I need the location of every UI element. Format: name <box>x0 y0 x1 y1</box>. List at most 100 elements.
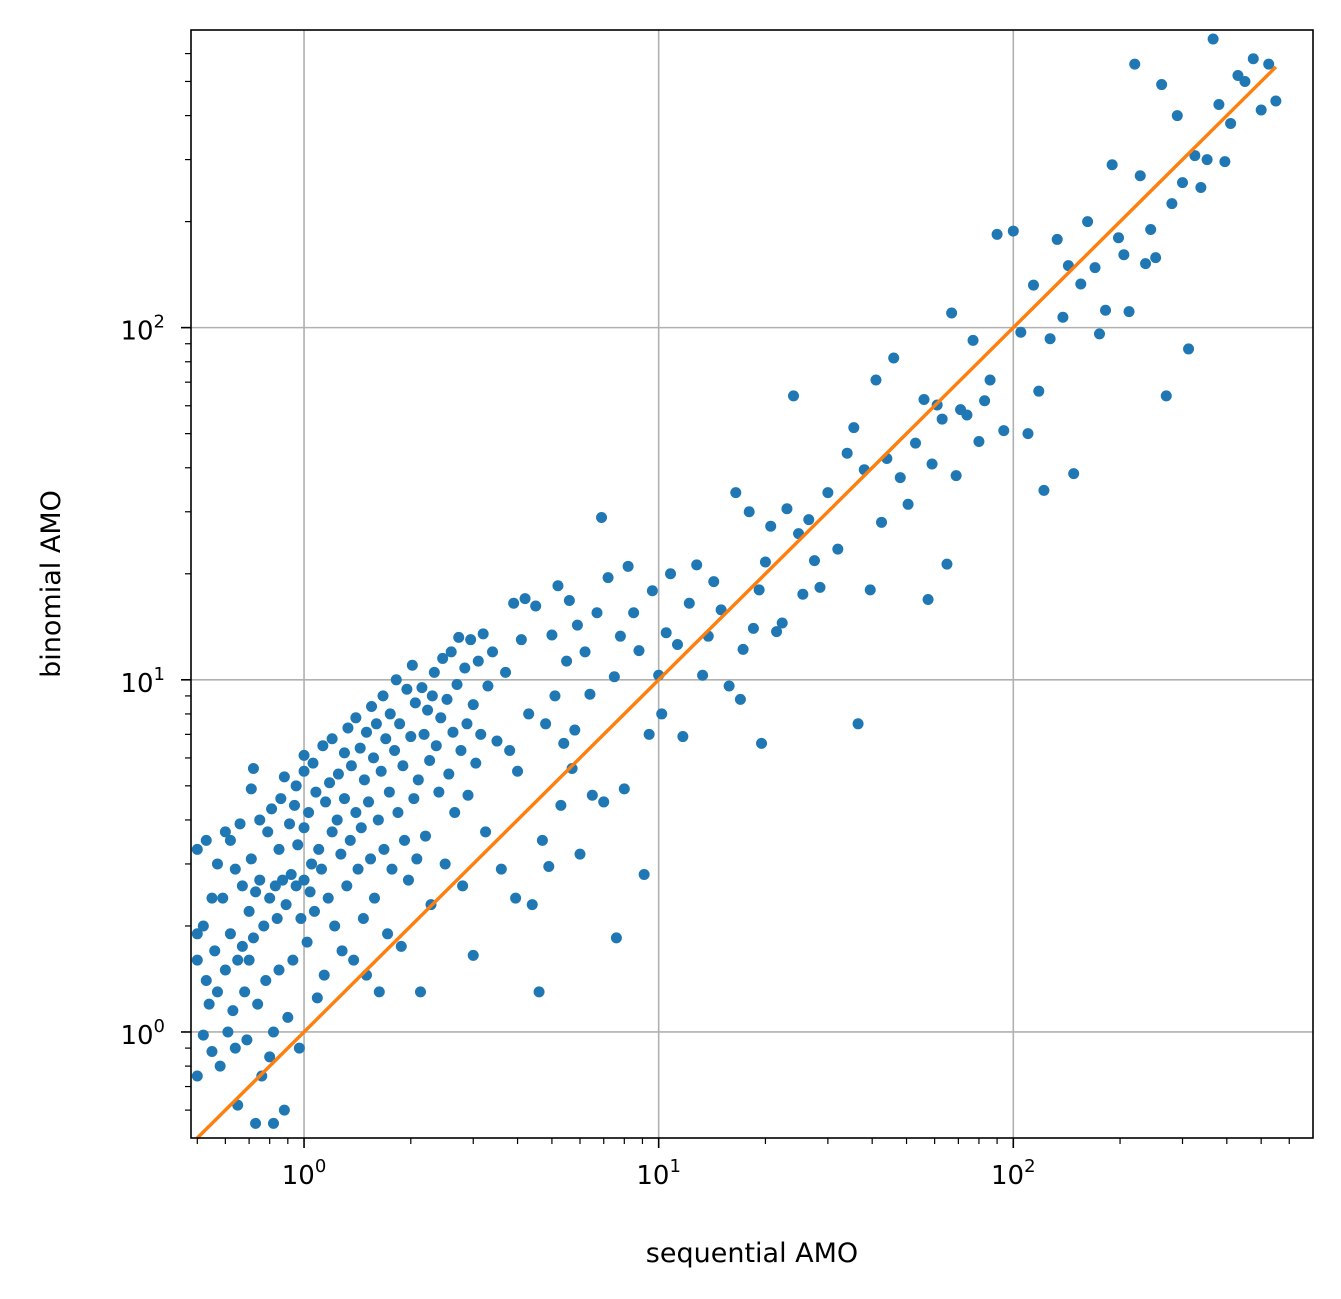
data-point <box>451 678 463 690</box>
data-point <box>579 646 591 658</box>
data-point <box>418 728 430 740</box>
data-point <box>308 905 320 917</box>
data-point <box>402 874 414 886</box>
data-point <box>406 659 418 671</box>
data-point <box>1038 484 1050 496</box>
data-point <box>447 726 459 738</box>
data-point <box>1068 468 1080 480</box>
data-point <box>197 920 209 932</box>
data-point <box>561 655 573 667</box>
data-point <box>409 697 421 709</box>
data-point <box>252 998 264 1010</box>
data-point <box>307 757 319 769</box>
data-point <box>295 913 307 925</box>
data-point <box>910 437 922 449</box>
data-point <box>1007 225 1019 237</box>
data-point <box>888 352 900 364</box>
data-point <box>338 793 350 805</box>
reference-line-group <box>196 65 1278 1140</box>
data-point <box>414 986 426 998</box>
data-point <box>229 1042 241 1054</box>
data-point <box>776 617 788 629</box>
data-point <box>289 799 301 811</box>
data-point <box>894 472 906 484</box>
data-point <box>304 886 316 898</box>
data-point <box>1201 154 1213 166</box>
data-point <box>656 708 668 720</box>
data-point <box>660 627 672 639</box>
data-points <box>191 33 1282 1129</box>
data-point <box>571 619 583 631</box>
data-point <box>352 863 364 875</box>
data-point <box>614 630 626 642</box>
data-point <box>814 581 826 593</box>
data-point <box>1134 170 1146 182</box>
data-point <box>430 740 442 752</box>
data-point <box>549 690 561 702</box>
data-point <box>753 584 765 596</box>
data-point <box>926 458 938 470</box>
data-point <box>781 503 793 515</box>
data-point <box>665 568 677 580</box>
data-point <box>435 712 447 724</box>
data-point <box>267 1026 279 1038</box>
data-point <box>1051 233 1063 245</box>
data-point <box>876 516 888 528</box>
data-point <box>480 826 492 838</box>
data-point <box>638 869 650 881</box>
data-point <box>197 1029 209 1041</box>
data-point <box>209 945 221 957</box>
data-point <box>797 588 809 600</box>
data-point <box>487 646 499 658</box>
data-point <box>967 334 979 346</box>
data-point <box>200 834 212 846</box>
data-point <box>523 708 535 720</box>
data-point <box>495 863 507 875</box>
data-point <box>350 806 362 818</box>
data-point <box>618 783 630 795</box>
data-point <box>264 1051 276 1063</box>
data-point <box>1270 95 1282 107</box>
data-point <box>298 749 310 761</box>
data-point <box>512 765 524 777</box>
data-point <box>946 307 958 319</box>
data-point <box>558 737 570 749</box>
data-point <box>306 858 318 870</box>
data-point <box>326 826 338 838</box>
data-point <box>628 607 640 619</box>
data-point <box>338 747 350 759</box>
data-point <box>723 680 735 692</box>
data-point <box>515 634 527 646</box>
data-point <box>392 806 404 818</box>
data-point <box>416 682 428 694</box>
data-point <box>1129 58 1141 70</box>
data-point <box>260 975 272 987</box>
data-point <box>608 671 620 683</box>
data-point <box>365 853 377 865</box>
data-point <box>345 760 357 772</box>
data-point <box>363 796 375 808</box>
data-point <box>759 556 771 568</box>
data-point <box>552 580 564 592</box>
data-point <box>1219 156 1231 168</box>
data-point <box>477 628 489 640</box>
data-point <box>574 848 586 860</box>
data-point <box>344 834 356 846</box>
data-point <box>329 920 341 932</box>
data-point <box>211 986 223 998</box>
data-point <box>1183 343 1195 355</box>
data-point <box>386 863 398 875</box>
data-point <box>1263 58 1275 70</box>
data-point <box>1150 252 1162 264</box>
data-point <box>419 830 431 842</box>
data-point <box>318 969 330 981</box>
data-point <box>377 690 389 702</box>
data-point <box>354 742 366 754</box>
data-point <box>366 700 378 712</box>
data-point <box>287 954 299 966</box>
data-point <box>335 848 347 860</box>
data-point <box>1118 249 1130 261</box>
data-point <box>936 413 948 425</box>
data-point <box>245 783 257 795</box>
